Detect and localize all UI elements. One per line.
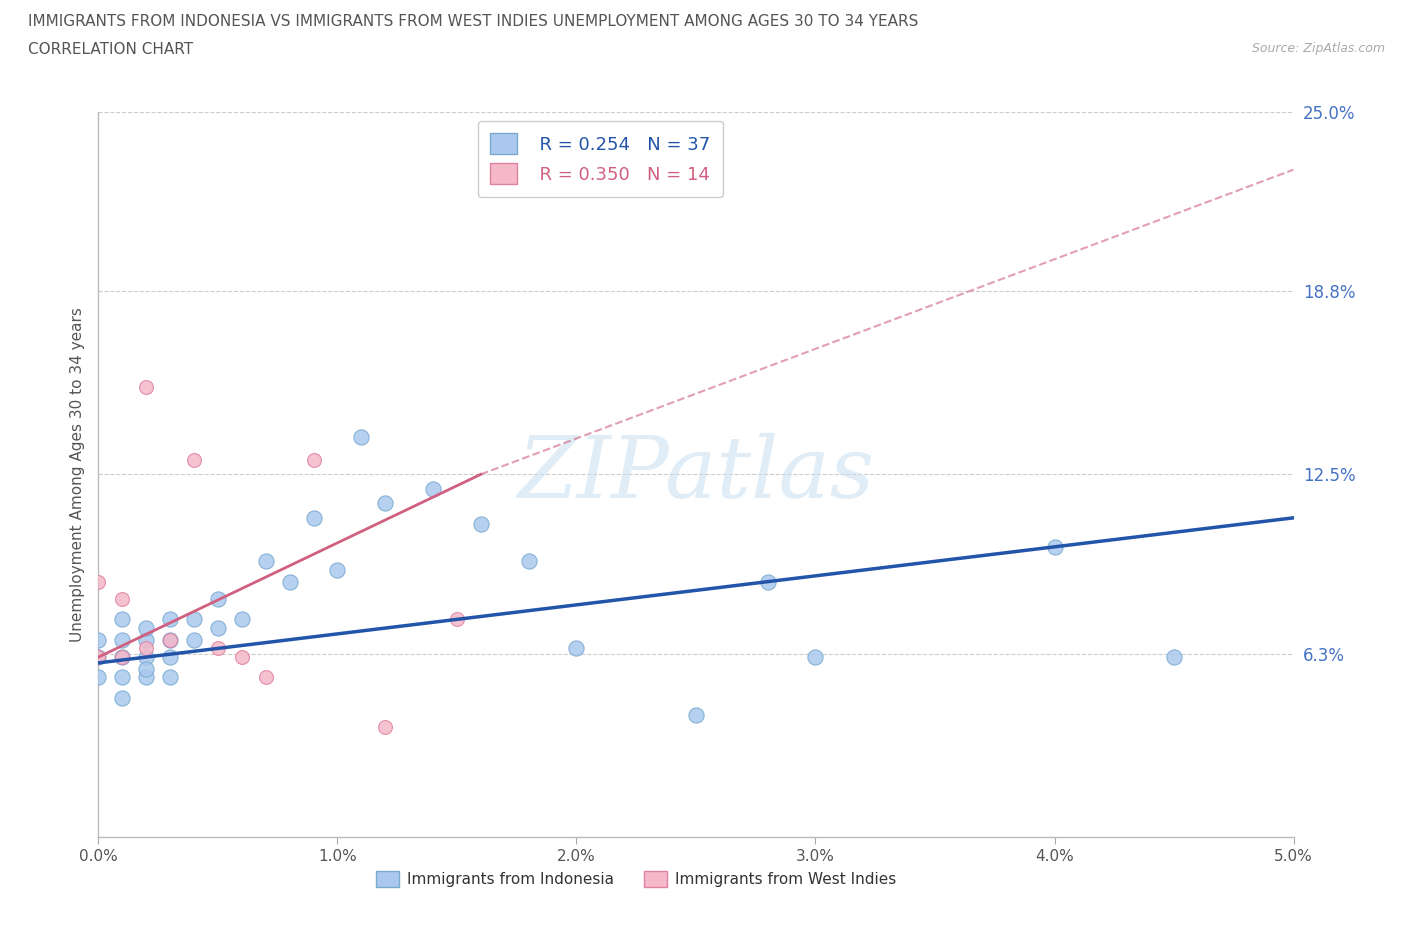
Point bbox=[135, 632, 157, 647]
Point bbox=[87, 650, 110, 665]
Point bbox=[207, 620, 229, 635]
Point bbox=[804, 650, 827, 665]
Point bbox=[111, 690, 134, 705]
Point bbox=[517, 554, 540, 569]
Point bbox=[183, 612, 205, 627]
Point bbox=[422, 482, 444, 497]
Point bbox=[207, 591, 229, 606]
Point bbox=[374, 719, 396, 734]
Point bbox=[135, 670, 157, 684]
Point bbox=[183, 632, 205, 647]
Point bbox=[207, 641, 229, 656]
Point bbox=[326, 563, 349, 578]
Y-axis label: Unemployment Among Ages 30 to 34 years: Unemployment Among Ages 30 to 34 years bbox=[69, 307, 84, 642]
Point bbox=[111, 632, 134, 647]
Point bbox=[374, 496, 396, 511]
Point bbox=[87, 650, 110, 665]
Point bbox=[278, 574, 301, 589]
Point bbox=[350, 429, 373, 444]
Point bbox=[183, 452, 205, 467]
Point bbox=[87, 670, 110, 684]
Point bbox=[111, 650, 134, 665]
Point bbox=[135, 620, 157, 635]
Point bbox=[231, 650, 253, 665]
Point bbox=[87, 574, 110, 589]
Point bbox=[111, 591, 134, 606]
Point bbox=[231, 612, 253, 627]
Point bbox=[111, 670, 134, 684]
Point bbox=[111, 612, 134, 627]
Text: CORRELATION CHART: CORRELATION CHART bbox=[28, 42, 193, 57]
Point bbox=[135, 641, 157, 656]
Point bbox=[254, 670, 277, 684]
Point bbox=[135, 650, 157, 665]
Point bbox=[159, 612, 181, 627]
Point bbox=[135, 379, 157, 394]
Point bbox=[159, 632, 181, 647]
Point bbox=[1163, 650, 1185, 665]
Point bbox=[254, 554, 277, 569]
Point bbox=[685, 708, 707, 723]
Legend: Immigrants from Indonesia, Immigrants from West Indies: Immigrants from Indonesia, Immigrants fr… bbox=[368, 863, 904, 895]
Point bbox=[302, 511, 325, 525]
Point bbox=[756, 574, 779, 589]
Point bbox=[159, 632, 181, 647]
Point bbox=[446, 612, 468, 627]
Point bbox=[87, 632, 110, 647]
Text: IMMIGRANTS FROM INDONESIA VS IMMIGRANTS FROM WEST INDIES UNEMPLOYMENT AMONG AGES: IMMIGRANTS FROM INDONESIA VS IMMIGRANTS … bbox=[28, 14, 918, 29]
Text: Source: ZipAtlas.com: Source: ZipAtlas.com bbox=[1251, 42, 1385, 55]
Point bbox=[565, 641, 588, 656]
Point bbox=[135, 661, 157, 676]
Point bbox=[302, 452, 325, 467]
Point bbox=[159, 650, 181, 665]
Point bbox=[159, 670, 181, 684]
Point bbox=[111, 650, 134, 665]
Point bbox=[470, 516, 492, 531]
Text: ZIPatlas: ZIPatlas bbox=[517, 433, 875, 515]
Point bbox=[1043, 539, 1066, 554]
